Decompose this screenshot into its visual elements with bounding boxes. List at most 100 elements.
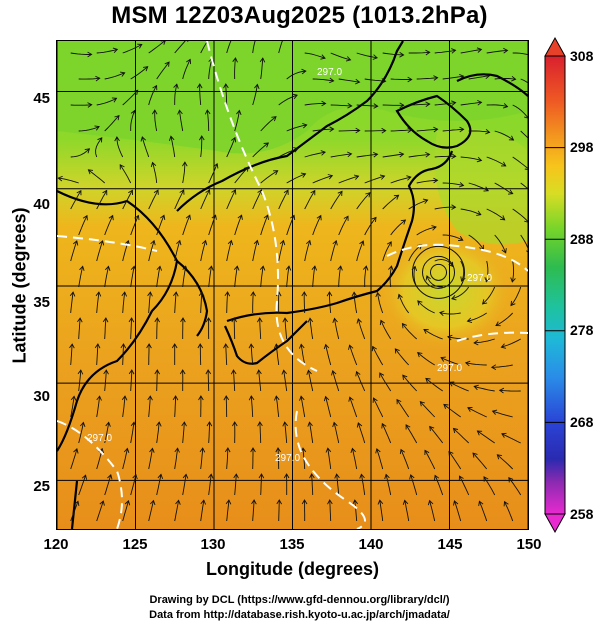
x-axis-title: Longitude (degrees) [205,559,379,579]
streamline [130,474,137,496]
streamline-arrowhead [164,61,170,67]
streamline [122,190,133,210]
streamline [148,292,151,314]
streamline [379,372,392,392]
streamline [356,153,378,158]
streamline-arrowhead [275,447,281,453]
y-tick-label: 30 [33,388,50,405]
streamline [286,124,307,132]
streamline-arrowhead [231,136,237,143]
streamline [468,234,484,250]
streamline [104,215,114,236]
streamline [104,370,107,392]
streamline-arrowhead [508,477,514,483]
streamline-arrowhead [353,174,360,180]
streamline [182,215,191,236]
streamline-arrowhead [524,165,528,170]
streamline [325,396,332,418]
streamline [357,318,366,340]
x-tick-label: 150 [516,536,542,553]
streamline-arrowhead [484,73,491,80]
streamline [252,291,254,313]
streamline [472,452,488,470]
streamline-arrowhead [140,136,147,142]
streamline [70,104,92,106]
streamline-arrowhead [173,291,179,297]
streamline-arrowhead [205,189,211,195]
streamline [286,215,295,236]
streamline-arrowhead [458,236,464,241]
streamline [225,83,228,106]
streamline-arrowhead [407,76,413,83]
streamline [260,215,269,236]
streamline-arrowhead [300,172,307,178]
streamline [451,286,470,300]
streamline-arrowhead [448,381,455,387]
streamline-arrowhead [386,241,392,247]
streamline [122,89,139,106]
streamline [174,189,185,210]
streamline-arrowhead [84,148,91,154]
streamline-arrowhead [307,317,314,323]
streamline [460,260,465,282]
streamline-arrowhead [451,153,457,159]
streamline-arrowhead [375,291,381,298]
streamline-arrowhead [331,370,337,376]
streamline [96,240,104,262]
contour-label: 297.0 [87,433,112,444]
streamline [442,182,464,186]
streamline [278,240,284,262]
taiwan-coast [70,480,79,529]
streamline-arrowhead [112,47,119,54]
streamline [226,447,229,470]
streamline [338,78,360,83]
streamline-arrowhead [157,473,164,479]
streamline-arrowhead [393,194,400,200]
streamline-arrowhead [285,265,292,271]
streamline-arrowhead [501,161,507,167]
streamline-arrowhead [373,103,379,109]
streamline [78,266,84,288]
streamline [408,103,430,106]
streamline [474,338,495,344]
streamline-arrowhead [231,317,237,323]
streamline [492,410,513,418]
streamline [394,348,410,366]
streamline [307,370,314,392]
colorbar-scale [544,55,566,515]
streamline-arrowhead [320,150,326,156]
streamline [511,260,515,282]
streamline-arrowhead [350,447,356,454]
streamline-arrowhead [356,318,362,324]
streamline-arrowhead [223,83,229,89]
streamline-arrowhead [211,214,217,220]
streamline [486,208,505,221]
streamline-arrowhead [87,102,93,108]
streamline [154,110,158,132]
streamline-arrowhead [477,99,483,106]
streamline [329,292,332,314]
streamline [104,115,120,132]
streamline [309,318,314,340]
vortex-ring [422,255,456,289]
streamline [141,136,150,158]
streamline-arrowhead [397,293,403,300]
streamline-arrowhead [381,78,387,84]
streamline-arrowhead [281,369,287,375]
streamline [467,407,487,418]
streamline [460,48,482,54]
streamline [148,448,153,470]
streamline-arrowhead [448,450,454,457]
streamline [174,240,181,262]
streamline [453,428,470,444]
streamline [330,104,352,107]
streamline-arrowhead [302,122,308,129]
map-panel: 297.0 297.0 297.0 297.0 297.0 [56,40,529,530]
streamline-arrowhead [174,447,180,453]
streamline [449,381,469,392]
streamline [494,182,513,195]
streamline [429,426,444,444]
streamline-arrowhead [119,164,125,170]
credit-line-data: Data from http://database.rish.kyoto-u.a… [149,609,450,621]
streamline-arrowhead [143,66,149,72]
